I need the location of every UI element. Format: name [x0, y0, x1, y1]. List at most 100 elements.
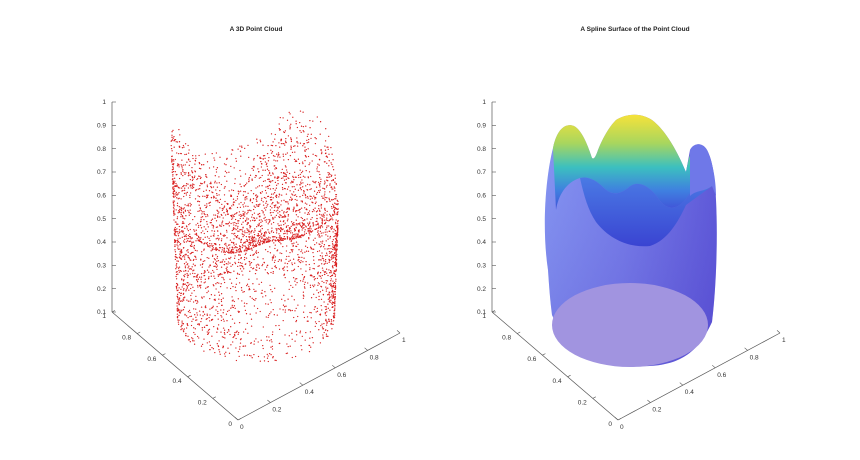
- cloud-point: [235, 225, 237, 227]
- cloud-point: [277, 223, 279, 225]
- cloud-point: [182, 216, 184, 218]
- cloud-point: [280, 204, 282, 206]
- cloud-point: [271, 172, 274, 174]
- cloud-point: [183, 195, 185, 198]
- cloud-point: [177, 273, 179, 275]
- cloud-point: [267, 314, 270, 317]
- cloud-point: [236, 227, 239, 229]
- cloud-point: [274, 287, 276, 289]
- cloud-point: [300, 250, 302, 253]
- cloud-point: [218, 282, 220, 284]
- cloud-point: [320, 241, 322, 243]
- cloud-point: [226, 223, 229, 225]
- cloud-point: [324, 254, 327, 257]
- cloud-point: [328, 244, 331, 247]
- cloud-point: [296, 233, 298, 235]
- cloud-point: [226, 237, 228, 239]
- cloud-point: [267, 360, 269, 363]
- cloud-point: [208, 331, 210, 333]
- cloud-point: [226, 180, 228, 182]
- cloud-point: [329, 272, 331, 274]
- cloud-point: [225, 223, 227, 225]
- cloud-point: [211, 152, 213, 155]
- cloud-point: [212, 254, 214, 256]
- cloud-point: [177, 248, 180, 250]
- cloud-point: [245, 313, 248, 315]
- cloud-point: [242, 291, 244, 293]
- cloud-point: [188, 240, 191, 243]
- cloud-point: [279, 237, 281, 239]
- z-tick-label: 0.2: [97, 286, 106, 293]
- cloud-point: [209, 222, 211, 224]
- cloud-point: [188, 339, 191, 341]
- x-tick-label: 0: [240, 424, 244, 431]
- cloud-point: [226, 287, 228, 289]
- cloud-point: [256, 225, 258, 228]
- cloud-point: [226, 320, 228, 322]
- cloud-point: [196, 302, 198, 305]
- cloud-point: [184, 267, 187, 269]
- cloud-point: [284, 165, 287, 167]
- cloud-point: [330, 175, 332, 177]
- cloud-point: [311, 216, 313, 219]
- cloud-point: [277, 183, 279, 185]
- cloud-point: [182, 293, 184, 295]
- cloud-point: [199, 240, 202, 243]
- cloud-point: [185, 215, 187, 217]
- cloud-point: [230, 195, 233, 197]
- cloud-point: [173, 188, 175, 190]
- cloud-point: [334, 300, 336, 303]
- cloud-point: [287, 309, 290, 311]
- cloud-point: [309, 234, 311, 236]
- cloud-point: [233, 233, 235, 235]
- cloud-point: [330, 251, 332, 253]
- cloud-point: [180, 300, 182, 302]
- cloud-point: [173, 177, 176, 179]
- cloud-point: [235, 277, 238, 280]
- cloud-point: [198, 337, 200, 339]
- cloud-point: [333, 228, 335, 230]
- cloud-point: [269, 237, 271, 239]
- cloud-point: [205, 189, 207, 191]
- cloud-point: [181, 328, 183, 330]
- cloud-point: [215, 238, 217, 240]
- cloud-point: [262, 144, 264, 146]
- cloud-point: [195, 189, 197, 192]
- cloud-point: [318, 183, 320, 185]
- cloud-point: [224, 214, 227, 216]
- cloud-point: [231, 189, 233, 191]
- cloud-point: [301, 170, 304, 172]
- cloud-point: [315, 242, 318, 244]
- cloud-point: [256, 155, 259, 157]
- cloud-point: [320, 224, 323, 227]
- cloud-point: [335, 225, 338, 227]
- cloud-point: [293, 179, 295, 181]
- cloud-point: [224, 186, 226, 188]
- cloud-point: [246, 240, 249, 242]
- cloud-point: [190, 315, 193, 317]
- cloud-point: [226, 172, 228, 174]
- cloud-point: [291, 262, 293, 264]
- cloud-point: [330, 294, 333, 296]
- cloud-point: [281, 168, 283, 171]
- cloud-point: [242, 245, 244, 247]
- cloud-point: [322, 220, 324, 222]
- cloud-point: [273, 314, 275, 316]
- y-tick-mark: [592, 396, 596, 399]
- cloud-point: [317, 163, 319, 165]
- cloud-point: [206, 331, 208, 333]
- cloud-point: [217, 328, 219, 330]
- cloud-point: [225, 263, 228, 265]
- cloud-point: [333, 205, 335, 207]
- cloud-point: [326, 217, 328, 219]
- cloud-point: [211, 255, 214, 258]
- cloud-point: [334, 202, 336, 204]
- cloud-point: [271, 227, 273, 229]
- cloud-point: [274, 138, 276, 140]
- cloud-point: [186, 240, 189, 242]
- cloud-point: [337, 200, 339, 203]
- cloud-point: [208, 271, 210, 273]
- cloud-point: [325, 268, 328, 270]
- cloud-point: [327, 238, 329, 240]
- cloud-point: [328, 248, 330, 250]
